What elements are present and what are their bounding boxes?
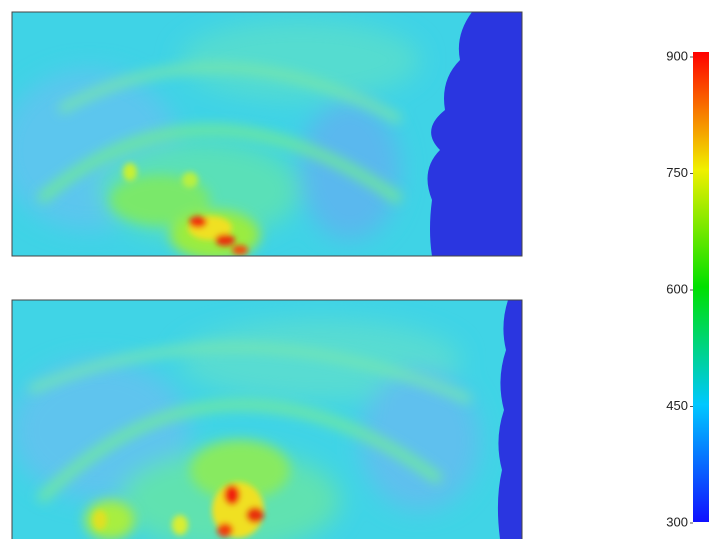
bottom-field xyxy=(10,300,522,539)
colorbar-tick-label: 450 xyxy=(666,398,688,413)
colorbar-tick-label: 900 xyxy=(666,48,688,63)
colorbar-tick-label: 300 xyxy=(666,514,688,529)
colorbar-tick-label: 600 xyxy=(666,281,688,296)
figure: 300 450 600 750 900 xyxy=(0,0,710,539)
page: 300450600750900 (() => { const data = JS… xyxy=(0,0,710,539)
colorbar xyxy=(693,52,709,522)
top-field xyxy=(0,12,522,260)
colorbar-tick-label: 750 xyxy=(666,165,688,180)
